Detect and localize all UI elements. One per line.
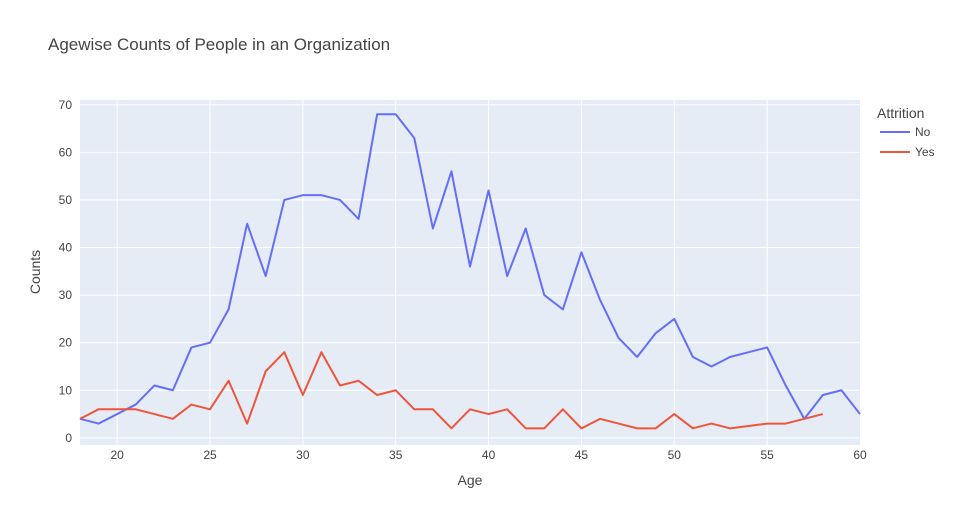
legend-label-yes[interactable]: Yes bbox=[915, 145, 935, 159]
x-tick-label: 40 bbox=[482, 448, 496, 462]
x-tick-label: 45 bbox=[575, 448, 589, 462]
y-tick-label: 40 bbox=[59, 241, 73, 255]
y-tick-label: 60 bbox=[59, 145, 73, 159]
y-tick-label: 50 bbox=[59, 193, 73, 207]
series-lines bbox=[79, 113, 861, 430]
legend-title: Attrition bbox=[877, 105, 924, 121]
y-axis-title: Counts bbox=[27, 250, 43, 294]
chart-title: Agewise Counts of People in an Organizat… bbox=[48, 35, 390, 54]
plot-area bbox=[80, 100, 860, 445]
y-tick-label: 20 bbox=[59, 336, 73, 350]
x-tick-label: 25 bbox=[203, 448, 217, 462]
y-tick-label: 30 bbox=[59, 288, 73, 302]
x-tick-label: 55 bbox=[760, 448, 774, 462]
x-tick-label: 50 bbox=[668, 448, 682, 462]
legend: Attrition No Yes bbox=[877, 105, 935, 159]
legend-label-no[interactable]: No bbox=[915, 125, 931, 139]
series-line-yes[interactable] bbox=[79, 351, 824, 430]
y-tick-label: 0 bbox=[65, 431, 72, 445]
x-tick-label: 60 bbox=[853, 448, 867, 462]
x-tick-label: 30 bbox=[296, 448, 310, 462]
y-tick-label: 70 bbox=[59, 98, 73, 112]
y-axis-ticks: 0 10 20 30 40 50 60 70 bbox=[59, 98, 73, 445]
series-line-no[interactable] bbox=[79, 113, 861, 425]
x-tick-label: 20 bbox=[110, 448, 124, 462]
x-tick-label: 35 bbox=[389, 448, 403, 462]
y-tick-label: 10 bbox=[59, 383, 73, 397]
x-axis-ticks: 20 25 30 35 40 45 50 55 60 bbox=[110, 448, 867, 462]
x-axis-title: Age bbox=[458, 472, 483, 488]
